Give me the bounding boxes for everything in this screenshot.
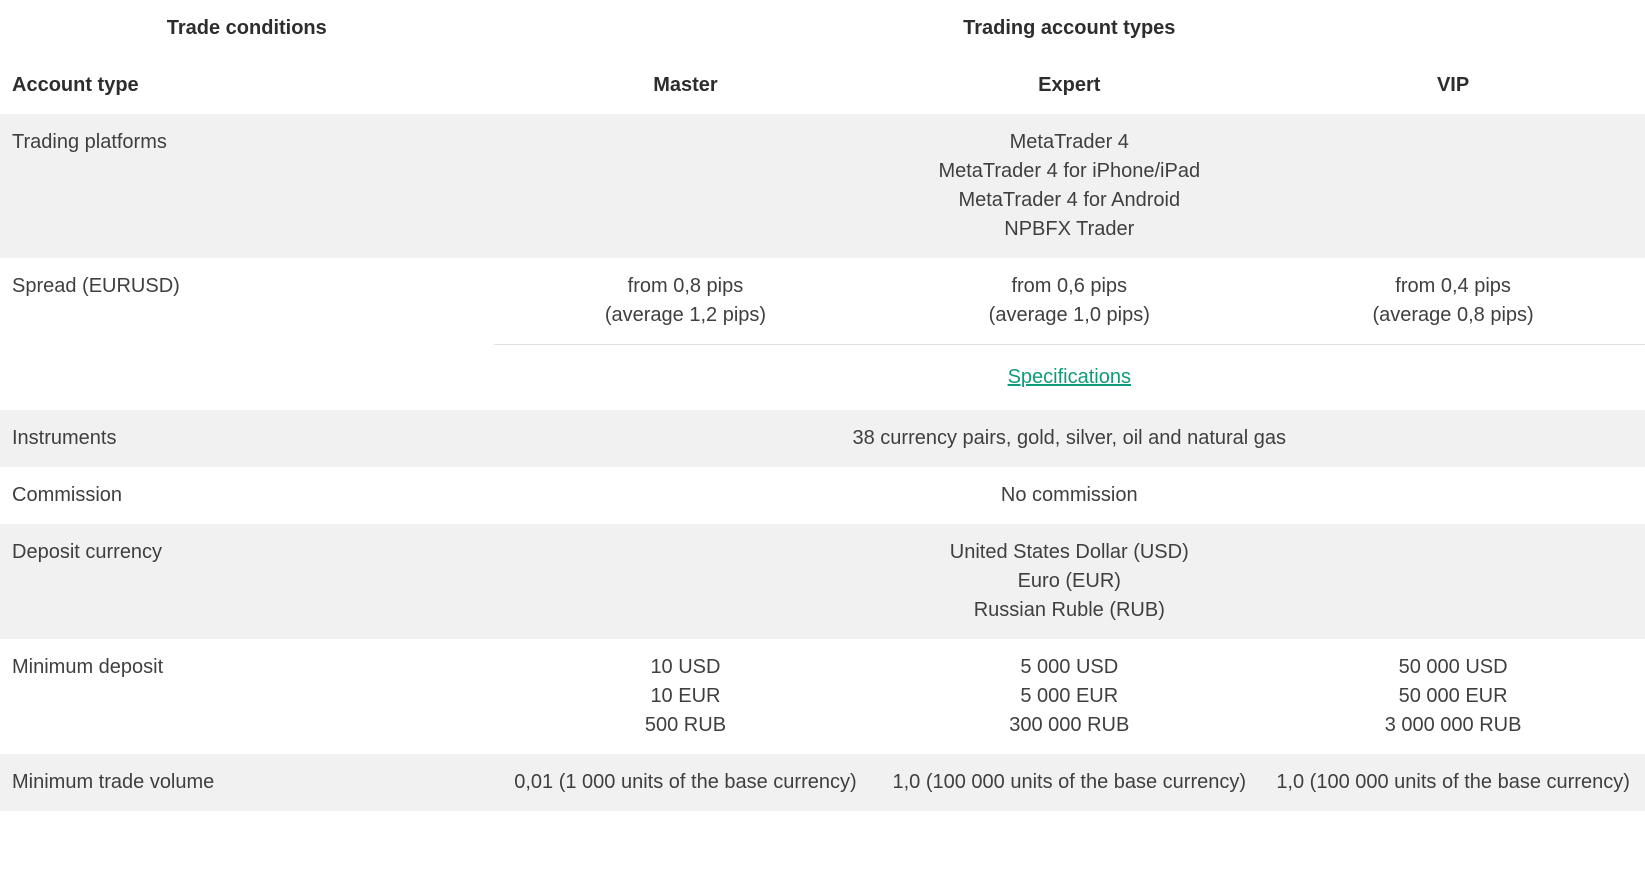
row-trading-platforms: Trading platforms MetaTrader 4 MetaTrade… xyxy=(0,114,1645,258)
value-minimum-trade-volume-vip: 1,0 (100 000 units of the base currency) xyxy=(1261,754,1645,811)
specifications-link[interactable]: Specifications xyxy=(1008,366,1131,388)
value-commission: No commission xyxy=(494,467,1645,524)
table-head: Trade conditions Trading account types xyxy=(0,0,1645,57)
specifications-cell: Specifications xyxy=(494,345,1645,411)
subheader-account-type: Account type xyxy=(0,57,494,114)
subheader-vip: VIP xyxy=(1261,57,1645,114)
value-instruments: 38 currency pairs, gold, silver, oil and… xyxy=(494,410,1645,467)
label-commission: Commission xyxy=(0,467,494,524)
label-minimum-deposit: Minimum deposit xyxy=(0,639,494,754)
subheader-row: Account type Master Expert VIP xyxy=(0,57,1645,114)
header-trading-account-types: Trading account types xyxy=(494,0,1645,57)
label-trading-platforms: Trading platforms xyxy=(0,114,494,258)
row-deposit-currency: Deposit currency United States Dollar (U… xyxy=(0,524,1645,639)
row-spread: Spread (EURUSD) from 0,8 pips (average 1… xyxy=(0,258,1645,345)
value-minimum-deposit-master: 10 USD 10 EUR 500 RUB xyxy=(494,639,878,754)
subheader-master: Master xyxy=(494,57,878,114)
value-deposit-currency: United States Dollar (USD) Euro (EUR) Ru… xyxy=(494,524,1645,639)
row-minimum-deposit: Minimum deposit 10 USD 10 EUR 500 RUB 5 … xyxy=(0,639,1645,754)
value-spread-expert: from 0,6 pips (average 1,0 pips) xyxy=(877,258,1261,345)
label-minimum-trade-volume: Minimum trade volume xyxy=(0,754,494,811)
trading-accounts-table: Trade conditions Trading account types A… xyxy=(0,0,1645,811)
label-spread: Spread (EURUSD) xyxy=(0,258,494,410)
header-trade-conditions: Trade conditions xyxy=(0,0,494,57)
row-instruments: Instruments 38 currency pairs, gold, sil… xyxy=(0,410,1645,467)
value-minimum-trade-volume-master: 0,01 (1 000 units of the base currency) xyxy=(494,754,878,811)
value-trading-platforms: MetaTrader 4 MetaTrader 4 for iPhone/iPa… xyxy=(494,114,1645,258)
row-commission: Commission No commission xyxy=(0,467,1645,524)
value-minimum-deposit-vip: 50 000 USD 50 000 EUR 3 000 000 RUB xyxy=(1261,639,1645,754)
row-minimum-trade-volume: Minimum trade volume 0,01 (1 000 units o… xyxy=(0,754,1645,811)
value-spread-vip: from 0,4 pips (average 0,8 pips) xyxy=(1261,258,1645,345)
value-spread-master: from 0,8 pips (average 1,2 pips) xyxy=(494,258,878,345)
value-minimum-deposit-expert: 5 000 USD 5 000 EUR 300 000 RUB xyxy=(877,639,1261,754)
label-instruments: Instruments xyxy=(0,410,494,467)
value-minimum-trade-volume-expert: 1,0 (100 000 units of the base currency) xyxy=(877,754,1261,811)
label-deposit-currency: Deposit currency xyxy=(0,524,494,639)
subheader-expert: Expert xyxy=(877,57,1261,114)
